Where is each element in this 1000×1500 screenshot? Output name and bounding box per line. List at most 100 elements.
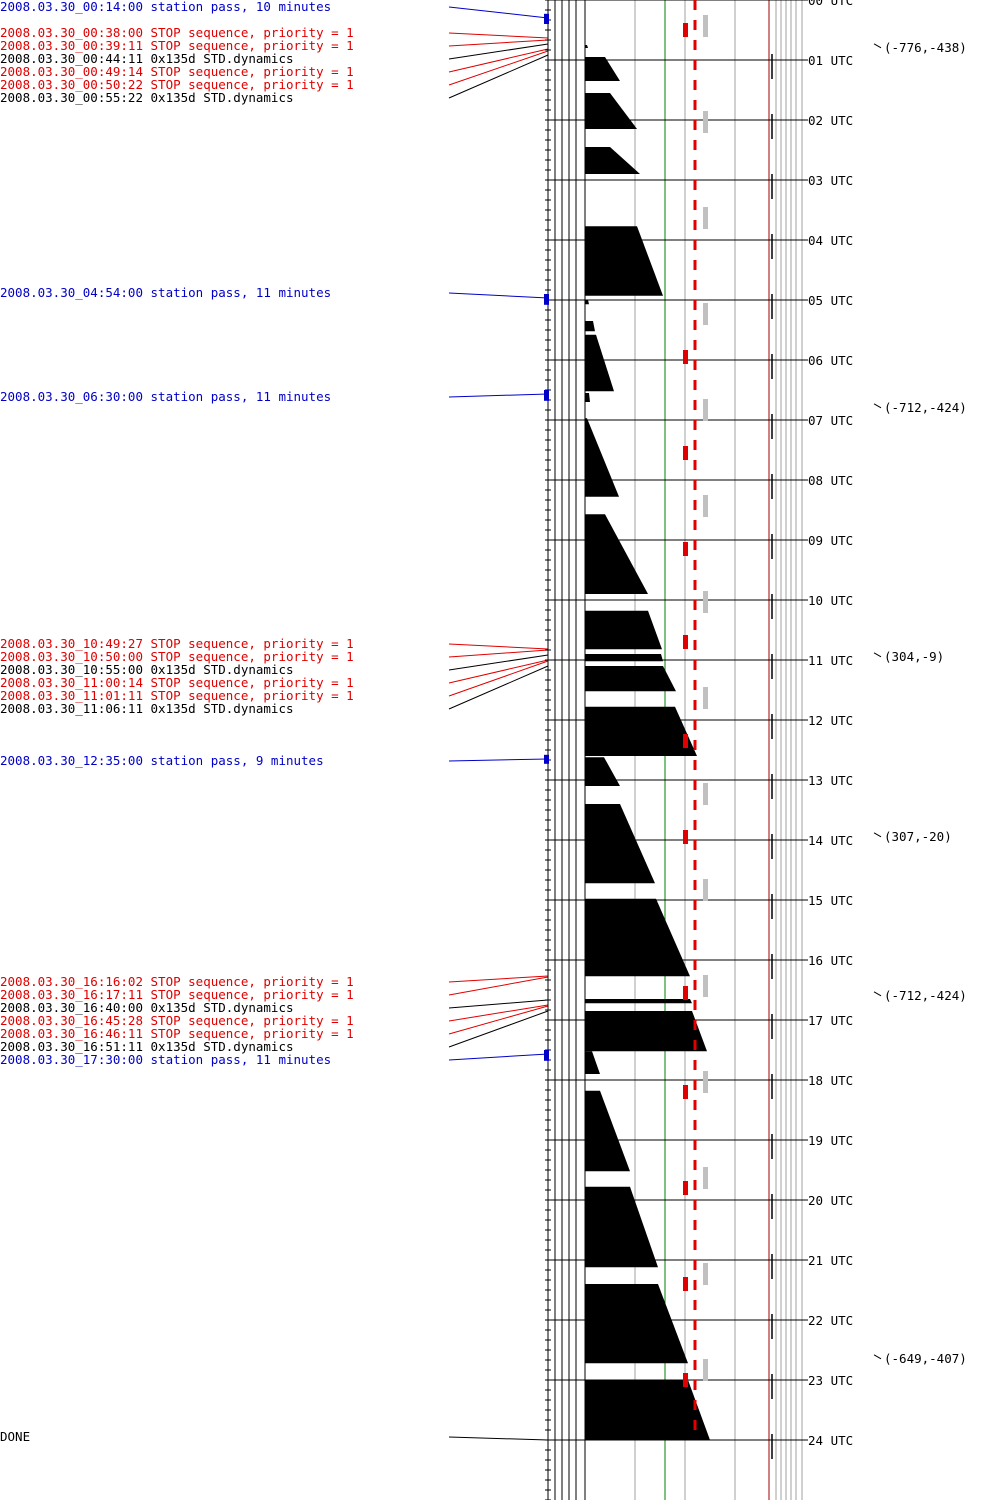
hour-label: 21 UTC (808, 1253, 854, 1268)
gray-marker (703, 783, 708, 805)
station-pass-marker (544, 13, 549, 24)
event-entry: 2008.03.30_10:55:00 0x135d STD.dynamics (0, 662, 294, 677)
event-entry: 2008.03.30_16:46:11 STOP sequence, prior… (0, 1026, 354, 1041)
activity-block (585, 666, 676, 692)
event-connector (448, 649, 549, 658)
station-pass-marker (544, 754, 549, 764)
stop-marker (683, 1373, 688, 1387)
stop-marker (683, 1085, 688, 1099)
gray-marker (703, 207, 708, 229)
station-pass-marker (544, 1050, 549, 1061)
hour-label: 18 UTC (808, 1073, 854, 1088)
coordinate-label: (-712,-424) (884, 399, 967, 415)
activity-block (585, 334, 614, 392)
event-entry: 2008.03.30_11:06:11 0x135d STD.dynamics (0, 701, 294, 716)
coordinate-label: (-712,-424) (884, 987, 967, 1003)
activity-block (585, 57, 620, 81)
event-connector (448, 1004, 549, 1022)
event-connector (448, 976, 549, 996)
coordinate-label: (-649,-407) (884, 1350, 967, 1366)
event-entry: 2008.03.30_00:44:11 0x135d STD.dynamics (0, 51, 294, 66)
event-connector (448, 54, 549, 99)
hour-label: 06 UTC (808, 353, 854, 368)
event-connector (448, 292, 549, 299)
event-entry: 2008.03.30_12:35:00 station pass, 9 minu… (0, 753, 324, 768)
event-entry: 2008.03.30_16:16:02 STOP sequence, prior… (0, 974, 354, 989)
hour-label: 13 UTC (808, 773, 854, 788)
event-entry: 2008.03.30_16:45:28 STOP sequence, prior… (0, 1013, 354, 1028)
event-entry: 2008.03.30_10:50:00 STOP sequence, prior… (0, 649, 354, 664)
gray-marker (703, 1359, 708, 1381)
event-connector (448, 660, 549, 697)
stop-marker (683, 986, 688, 1000)
stop-marker (683, 830, 688, 844)
gray-marker (703, 1167, 708, 1189)
activity-block (585, 654, 663, 662)
activity-block (585, 93, 637, 129)
event-connector (448, 48, 549, 73)
activity-block (585, 321, 595, 332)
hour-label: 04 UTC (808, 233, 854, 248)
activity-block (585, 45, 588, 48)
event-entry: 2008.03.30_11:00:14 STOP sequence, prior… (0, 675, 354, 690)
event-connector (448, 50, 549, 86)
hour-label: 12 UTC (808, 713, 854, 728)
event-entry: 2008.03.30_00:50:22 STOP sequence, prior… (0, 77, 354, 92)
hour-label: 02 UTC (808, 113, 854, 128)
hour-label: 01 UTC (808, 53, 854, 68)
activity-block (585, 147, 640, 174)
hour-label: 11 UTC (808, 653, 854, 668)
hour-label: 15 UTC (808, 893, 854, 908)
coordinate-pointer (873, 652, 882, 658)
event-connector (448, 39, 549, 47)
event-connector (448, 659, 549, 684)
gray-marker (703, 975, 708, 997)
gray-marker (703, 15, 708, 37)
event-entry: 2008.03.30_00:38:00 STOP sequence, prior… (0, 25, 354, 40)
gray-marker (703, 1071, 708, 1093)
activity-block (585, 1380, 710, 1440)
activity-block (585, 804, 655, 884)
event-connector (448, 975, 549, 983)
activity-block (585, 1051, 600, 1074)
event-entry: 2008.03.30_16:40:00 0x135d STD.dynamics (0, 1000, 294, 1015)
coordinate-pointer (873, 43, 882, 49)
event-entry: DONE (0, 1429, 31, 1444)
event-entry: 2008.03.30_00:14:00 station pass, 10 min… (0, 0, 332, 14)
hour-label: 24 UTC (808, 1433, 854, 1448)
hour-label: 03 UTC (808, 173, 854, 188)
coordinate-pointer (873, 1354, 882, 1360)
event-connector (448, 999, 549, 1009)
stop-marker (683, 1277, 688, 1291)
event-connector (448, 665, 549, 710)
event-connector (448, 1010, 549, 1048)
activity-block (585, 1090, 630, 1172)
station-pass-marker (544, 390, 549, 401)
event-connector (448, 393, 549, 398)
station-pass-marker (544, 294, 549, 305)
activity-block (585, 300, 589, 305)
event-connector (448, 1436, 549, 1441)
event-entry: 2008.03.30_16:17:11 STOP sequence, prior… (0, 987, 354, 1002)
stop-marker (683, 542, 688, 556)
gray-marker (703, 303, 708, 325)
activity-block (585, 226, 663, 296)
activity-block (585, 610, 662, 650)
event-connector (448, 654, 549, 671)
gray-marker (703, 879, 708, 901)
event-entry: 2008.03.30_00:55:22 0x135d STD.dynamics (0, 90, 294, 105)
event-entry: 2008.03.30_00:49:14 STOP sequence, prior… (0, 64, 354, 79)
activity-block (585, 1186, 658, 1268)
event-connector (448, 43, 549, 60)
stop-marker (683, 1181, 688, 1195)
event-connector (448, 1005, 549, 1035)
stop-marker (683, 635, 688, 649)
hour-label: 10 UTC (808, 593, 854, 608)
event-entry: 2008.03.30_11:01:11 STOP sequence, prior… (0, 688, 354, 703)
activity-block (585, 1011, 707, 1052)
hour-label: 09 UTC (808, 533, 854, 548)
event-entry: 2008.03.30_06:30:00 station pass, 11 min… (0, 389, 332, 404)
hour-label: 16 UTC (808, 953, 854, 968)
stop-marker (683, 446, 688, 460)
